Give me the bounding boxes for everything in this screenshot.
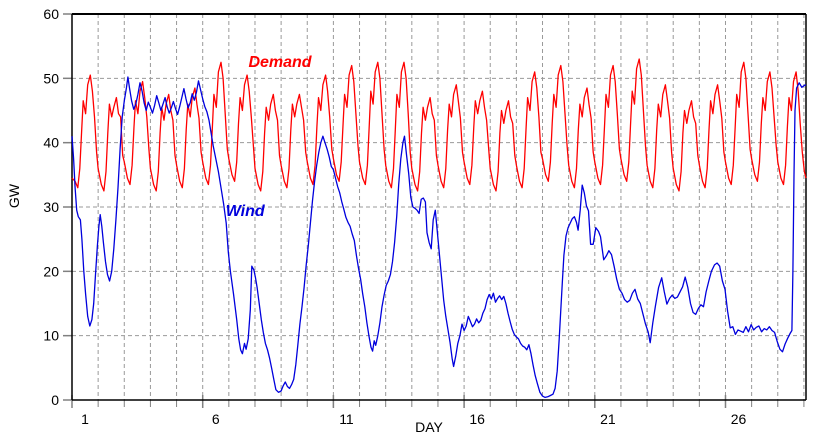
y-tick-label: 60 [43, 6, 59, 22]
x-tick-label: 21 [600, 411, 616, 427]
y-tick-label: 0 [51, 392, 59, 408]
y-tick-label: 40 [43, 135, 59, 151]
x-tick-label: 16 [469, 411, 485, 427]
y-tick-label: 20 [43, 263, 59, 279]
y-axis-title: GW [6, 183, 22, 208]
series-labels: Demand Wind [226, 54, 313, 220]
demand-series-line [71, 58, 807, 192]
x-tick-label: 1 [81, 411, 89, 427]
y-tick-label: 10 [43, 328, 59, 344]
x-tick-label: 26 [731, 411, 747, 427]
x-tick-label: 6 [212, 411, 220, 427]
y-tick-label: 30 [43, 199, 59, 215]
axis-ticks [63, 13, 805, 408]
demand-series-label: Demand [248, 54, 312, 71]
wind-series-label: Wind [226, 203, 266, 220]
series-lines [71, 58, 807, 399]
y-tick-label: 50 [43, 70, 59, 86]
gridlines [72, 14, 806, 400]
x-tick-label: 11 [339, 411, 354, 427]
wind-series-line [71, 76, 807, 399]
x-axis-title: DAY [415, 419, 443, 435]
plot-frame [71, 13, 807, 401]
